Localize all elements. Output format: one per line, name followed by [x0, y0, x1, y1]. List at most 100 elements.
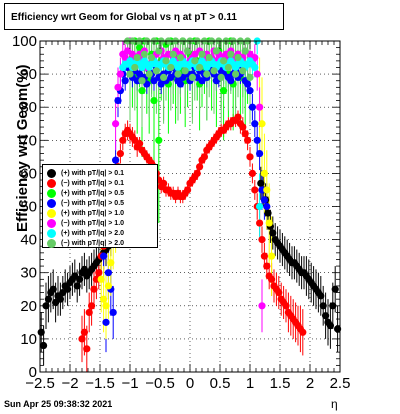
x-tick-label: −0.5 [145, 375, 175, 392]
data-point-series-1 [64, 285, 72, 293]
data-point-series-2 [239, 123, 247, 131]
data-point-series-4 [244, 80, 252, 88]
legend-item: (+) with pT/|q| > 0.1 [47, 168, 124, 178]
x-axis-label: η [331, 397, 338, 411]
legend: (+) with pT/|q| > 0.1 (−) with pT/|q| > 0… [42, 164, 158, 248]
legend-label: (+) with pT/|q| > 0.5 [61, 189, 125, 197]
legend-item: (−) with pT/|q| > 2.0 [47, 238, 124, 248]
legend-item: (−) with pT/|q| > 1.0 [47, 218, 124, 228]
legend-item: (−) with pT/|q| > 0.1 [47, 178, 124, 188]
y-tick-label: 0 [29, 364, 37, 381]
data-points [37, 37, 342, 353]
data-point-series-2 [116, 149, 124, 158]
data-point-series-8 [131, 63, 139, 72]
data-point-series-8 [203, 70, 211, 78]
data-point-series-2 [258, 236, 266, 244]
x-tick-label: 2.5 [330, 375, 351, 392]
y-tick-label: 40 [20, 232, 37, 249]
legend-item: (+) with pT/|q| > 2.0 [47, 228, 124, 238]
data-point-series-1 [56, 295, 64, 303]
y-tick-label: 50 [20, 199, 37, 216]
data-point-series-1 [76, 275, 84, 283]
data-point-series-2 [80, 328, 88, 336]
data-point-series-8 [174, 70, 182, 78]
x-tick-label: 1 [246, 375, 254, 392]
data-point-series-3 [220, 87, 228, 95]
data-point-series-2 [83, 345, 91, 353]
data-point-series-2 [193, 169, 201, 177]
data-point-series-8 [169, 50, 177, 58]
data-point-series-4 [100, 252, 108, 260]
data-point-series-8 [162, 57, 170, 65]
x-tick-label: −1.5 [85, 375, 115, 392]
data-point-series-2 [248, 169, 256, 177]
data-point-series-4 [227, 77, 235, 85]
data-point-series-2 [282, 302, 290, 310]
y-tick-label: 70 [20, 132, 37, 149]
data-point-series-5 [268, 252, 276, 260]
data-point-series-8 [212, 47, 220, 55]
data-point-series-4 [246, 87, 254, 95]
data-point-series-6 [256, 103, 264, 111]
data-point-series-2 [200, 153, 208, 161]
legend-label: (+) with pT/|q| > 0.1 [61, 169, 125, 177]
data-point-series-8 [196, 63, 204, 72]
legend-item: (−) with pT/|q| > 0.5 [47, 198, 124, 208]
data-point-series-1 [257, 179, 265, 187]
data-point-series-8 [232, 70, 240, 78]
data-point-series-4 [260, 196, 268, 204]
data-point-series-4 [256, 149, 264, 158]
y-tick-label: 20 [20, 298, 37, 315]
data-point-series-1 [326, 322, 334, 330]
data-point-series-8 [160, 73, 168, 82]
x-tick-labels: −2.5 −2 −1.5 −1 −0.5 0 0.5 1 1.5 2 2.5 [25, 375, 350, 392]
legend-marker [47, 198, 56, 208]
data-point-series-5 [102, 302, 110, 310]
data-point-series-1 [44, 295, 53, 303]
data-point-series-2 [136, 140, 144, 148]
data-point-series-8 [176, 53, 184, 62]
data-point-series-5 [265, 219, 273, 227]
data-point-series-2 [119, 136, 127, 144]
x-tick-label: −2.5 [25, 375, 55, 392]
x-tick-label: −2 [61, 375, 78, 392]
data-point-series-8 [155, 47, 163, 55]
y-tick-label: 90 [20, 66, 37, 83]
data-point-series-4 [176, 80, 184, 88]
legend-label: (−) with pT/|q| > 0.5 [61, 199, 125, 207]
x-tick-label: 2 [306, 375, 314, 392]
data-point-series-4 [102, 318, 110, 326]
data-point-series-2 [85, 308, 93, 317]
chart-title-box: Efficiency wrt Geom for Global vs η at p… [4, 3, 284, 30]
data-point-series-2 [246, 153, 254, 161]
data-point-series-2 [196, 163, 204, 171]
data-point-series-4 [109, 308, 117, 317]
y-tick-label: 30 [20, 265, 37, 282]
data-point-series-2 [268, 275, 276, 283]
data-point-series-4 [248, 103, 256, 111]
data-point-series-2 [78, 335, 86, 343]
timestamp-footer: Sun Apr 25 09:38:32 2021 [4, 399, 113, 409]
data-point-series-8 [241, 47, 249, 55]
data-point-series-6 [253, 70, 261, 78]
data-point-series-2 [184, 186, 192, 194]
data-point-series-5 [104, 282, 112, 290]
data-point-series-8 [205, 53, 213, 62]
data-point-series-2 [260, 252, 268, 260]
data-point-series-8 [138, 77, 146, 85]
data-point-series-8 [210, 67, 218, 75]
x-tick-label: −1 [121, 375, 138, 392]
legend-label: (−) with pT/|q| > 2.0 [61, 239, 125, 247]
data-point-series-5 [258, 120, 266, 128]
data-point-series-8 [148, 53, 156, 62]
data-point-series-8 [239, 67, 247, 75]
data-point-series-5 [97, 275, 105, 283]
data-point-series-8 [184, 47, 192, 55]
data-point-series-8 [126, 70, 134, 78]
data-point-series-2 [299, 328, 307, 336]
data-point-series-8 [246, 73, 254, 82]
data-point-series-2 [160, 179, 168, 187]
data-point-series-6 [112, 120, 120, 128]
data-point-series-2 [234, 113, 242, 121]
data-point-series-3 [138, 87, 146, 95]
